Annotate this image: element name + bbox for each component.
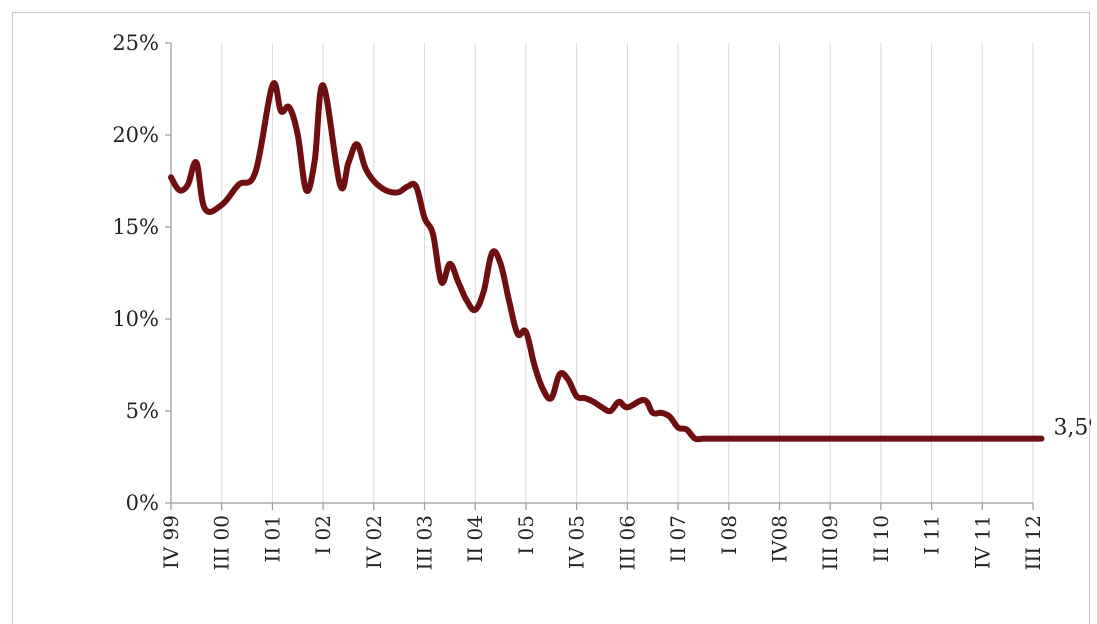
y-tick-label: 25% xyxy=(112,31,159,55)
y-tick-label: 10% xyxy=(112,307,159,331)
x-tick-label: II 10 xyxy=(869,515,893,563)
x-tick-label: III 09 xyxy=(818,515,842,571)
x-tick-label: II 07 xyxy=(666,515,690,563)
axes xyxy=(170,43,1033,504)
grid-lines xyxy=(221,43,1034,503)
series-lines xyxy=(168,80,1045,443)
x-tick-label: III 00 xyxy=(210,515,234,571)
series-line xyxy=(168,80,1045,443)
x-tick-labels: IV 99 III 00 II 01 I 02 IV 02 III 03 II 04 I 05… xyxy=(159,503,1045,571)
chart-frame: 0% 5% 10% 15% 20% 25% IV 99 III 00 II 01 I 02 IV … xyxy=(12,12,1091,624)
x-tick-label: III 12 xyxy=(1021,515,1045,571)
data-labels: 3,5% xyxy=(1053,416,1091,441)
y-tick-label: 15% xyxy=(112,215,159,239)
x-tick-label: I 02 xyxy=(311,515,335,555)
x-tick-label: III 03 xyxy=(413,515,437,571)
y-tick-labels: 0% 5% 10% 15% 20% 25% xyxy=(112,31,171,515)
x-tick-label: IV 05 xyxy=(565,515,589,569)
x-tick-label: IV 02 xyxy=(362,515,386,569)
x-tick-label: IV 11 xyxy=(970,515,994,569)
x-tick-label: I 08 xyxy=(717,515,741,555)
x-tick-label: I 05 xyxy=(514,515,538,555)
y-tick-label: 0% xyxy=(126,491,159,515)
x-tick-label: IV08 xyxy=(767,515,791,563)
y-tick-label: 20% xyxy=(112,123,159,147)
x-tick-label: IV 99 xyxy=(159,515,183,569)
x-tick-label: III 06 xyxy=(615,515,639,571)
x-tick-label: II 01 xyxy=(260,515,284,563)
x-tick-label: I 11 xyxy=(920,515,944,555)
x-tick-label: II 04 xyxy=(463,515,487,563)
end-value-label: 3,5% xyxy=(1053,416,1091,441)
line-chart: 0%5%10%15%20%25% IV 99 III 00 II 01 I 02 IV … xyxy=(112,31,1091,571)
y-tick-label: 5% xyxy=(126,399,159,423)
